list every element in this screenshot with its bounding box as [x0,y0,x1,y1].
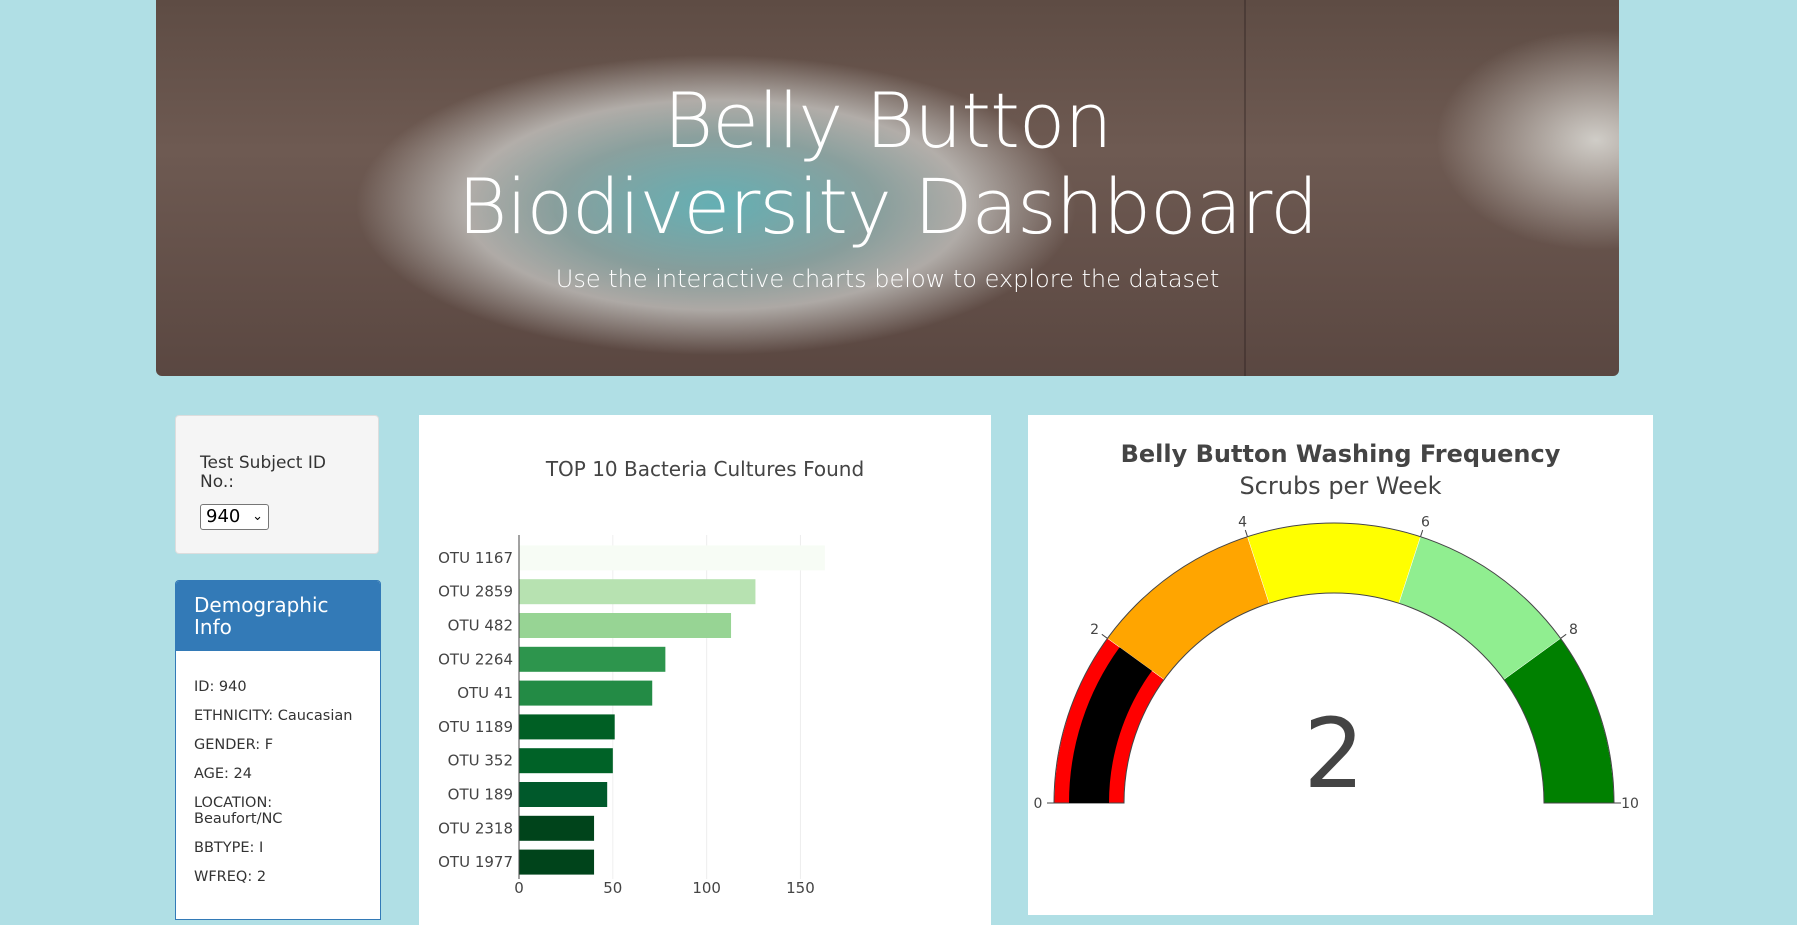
bar[interactable] [519,815,595,841]
gauge-tick-label: 6 [1421,514,1430,530]
subject-id-select[interactable]: 940 ⌄ [200,504,269,530]
demographic-row: ID: 940 [194,679,247,695]
category-label: OTU 482 [448,617,513,635]
bar-chart: 0 50 100 150 OTU 1167 OTU 2859 OTU 482 OTU 2264… [438,535,825,897]
x-tick-label: 150 [786,879,815,897]
demographic-row: BBTYPE: I [194,840,264,856]
gauge-tick [1560,633,1567,639]
demographic-info-heading: Demographic Info [176,581,380,651]
gauge-chart-panel: Belly Button Washing Frequency Scrubs pe… [1028,415,1653,915]
gauge-chart: 0 2 4 6 8 10 2 [1034,514,1639,812]
bar-chart-panel: TOP 10 Bacteria Cultures Found 0 50 100 150… [419,415,991,925]
demographic-row: LOCATION: Beaufort/NC [194,795,283,827]
gauge-tick-label: 0 [1034,796,1043,812]
gauge-title: Belly Button Washing Frequency [1120,440,1561,468]
category-label: OTU 2264 [438,650,513,668]
gauge-tick [1244,529,1248,537]
demographic-row: AGE: 24 [194,766,253,782]
subject-select-label: Test Subject ID No.: [200,453,326,492]
bar[interactable] [519,646,666,672]
gauge-subtitle: Scrubs per Week [1239,472,1442,500]
bar[interactable] [519,748,613,774]
gauge-step [1247,522,1421,604]
gauge-tick-label: 4 [1238,514,1247,530]
gauge-tick-label: 10 [1621,796,1639,812]
demographic-info-panel: Demographic Info ID: 940 ETHNICITY: Cauc… [175,580,381,920]
gauge-value-bar [1069,647,1152,803]
page-title: Belly Button Biodiversity Dashboard [457,76,1319,251]
demographic-info-list: ID: 940 ETHNICITY: Caucasian GENDER: F A… [176,651,380,885]
demographic-row: GENDER: F [194,737,274,753]
banner-image-seam [1244,0,1246,376]
page-subtitle: Use the interactive charts below to expl… [555,265,1220,293]
demographic-row: WFREQ: 2 [194,869,267,885]
gauge-tick [1101,633,1108,639]
bar[interactable] [519,579,756,605]
header-banner: Belly Button Biodiversity Dashboard Use … [156,0,1619,376]
category-label: OTU 1167 [438,549,513,567]
gauge-tick [1420,529,1424,537]
category-label: OTU 352 [448,752,513,770]
subject-selector-card: Test Subject ID No.: 940 ⌄ [175,415,379,554]
gauge-outline [1053,522,1615,804]
subject-id-value: 940 [206,506,241,527]
bar[interactable] [519,613,732,638]
bar[interactable] [519,714,615,740]
bar[interactable] [519,782,608,807]
category-label: OTU 2318 [438,819,513,837]
gauge-tick-label: 8 [1569,622,1578,638]
bar[interactable] [519,849,595,875]
gauge-value-label: 2 [1303,698,1364,810]
chevron-down-icon: ⌄ [252,509,263,524]
category-label: OTU 2859 [438,583,513,601]
x-tick-label: 50 [603,879,622,897]
category-label: OTU 1977 [438,853,513,871]
category-label: OTU 1189 [438,718,513,736]
bar[interactable] [519,545,825,571]
bar[interactable] [519,680,653,706]
category-label: OTU 41 [457,684,513,702]
category-label: OTU 189 [448,786,513,804]
x-tick-label: 100 [692,879,721,897]
demographic-row: ETHNICITY: Caucasian [194,708,353,724]
gauge-tick-label: 2 [1090,622,1099,638]
bar-chart-title: TOP 10 Bacteria Cultures Found [545,457,865,481]
x-tick-label: 0 [514,879,524,897]
